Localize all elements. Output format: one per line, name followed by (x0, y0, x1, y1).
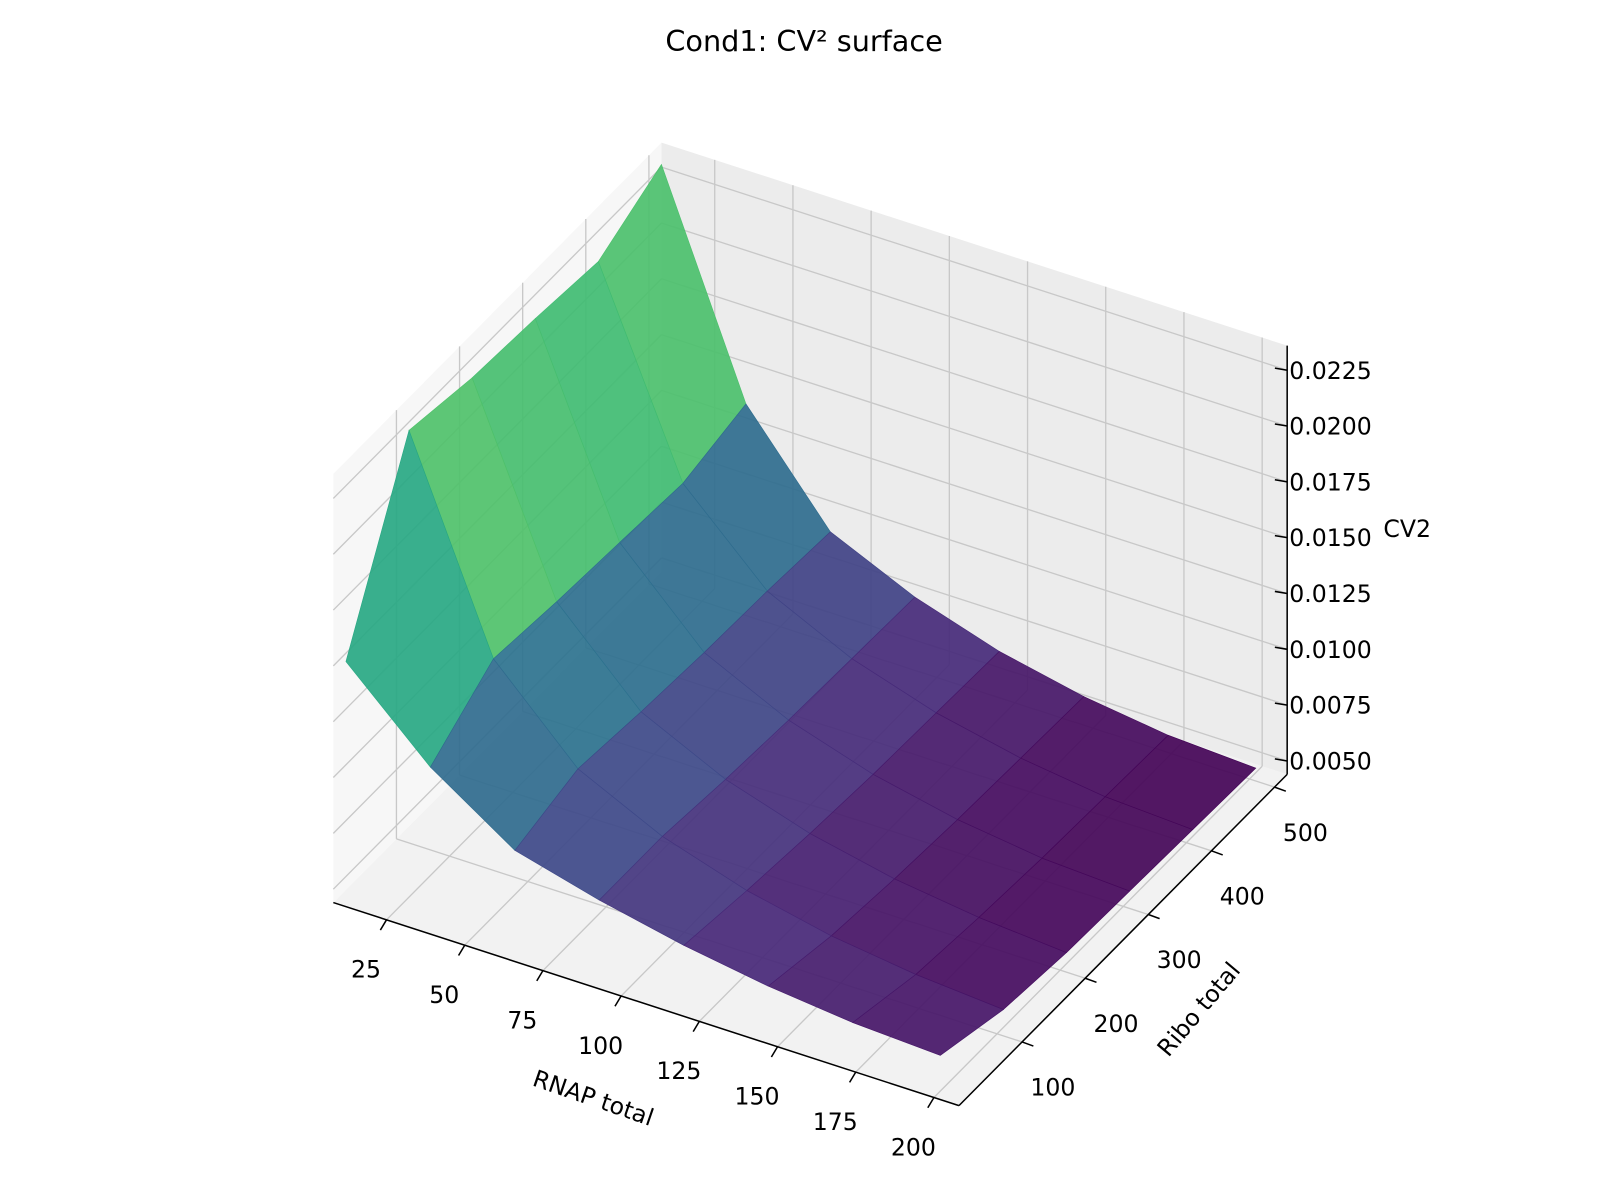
z-tick (1274, 367, 1288, 371)
z-tick (1274, 590, 1288, 595)
y-tick (1148, 913, 1160, 920)
y-tick (1021, 1041, 1034, 1047)
y-tick-label: 500 (1283, 819, 1328, 847)
y-axis (958, 773, 1288, 1107)
y-tick (1084, 977, 1097, 984)
z-tick-label: 0.0150 (1289, 524, 1372, 552)
x-tick-label: 150 (735, 1083, 780, 1111)
y-tick-label: 200 (1093, 1010, 1138, 1038)
z-tick-label: 0.0175 (1289, 468, 1372, 496)
x-tick (379, 919, 388, 931)
x-tick-label: 25 (351, 956, 381, 984)
x-axis (333, 901, 960, 1107)
z-tick-label: 0.0075 (1289, 692, 1372, 720)
y-tick (1274, 786, 1287, 792)
x-tick (770, 1046, 779, 1058)
z-tick (1274, 479, 1288, 483)
z-tick-label: 0.0225 (1289, 357, 1372, 385)
z-tick (1274, 423, 1288, 427)
grid-line (933, 765, 1263, 1098)
z-tick (1274, 534, 1288, 539)
x-tick (848, 1071, 857, 1083)
z-tick-label: 0.0200 (1289, 413, 1372, 441)
y-tick-label: 300 (1157, 946, 1202, 974)
x-tick (457, 944, 466, 956)
x-tick-label: 125 (656, 1057, 701, 1085)
x-tick (692, 1020, 700, 1033)
y-tick-label: 400 (1220, 882, 1265, 910)
z-tick (1274, 646, 1288, 651)
grid-line (661, 166, 1288, 371)
x-tick-label: 200 (891, 1133, 936, 1161)
z-tick-label: 0.0100 (1289, 636, 1372, 664)
grid-line (332, 166, 663, 499)
grid-line (661, 222, 1288, 427)
x-tick-label: 100 (578, 1032, 623, 1060)
grid-line (661, 333, 1288, 539)
surface-face (852, 974, 1005, 1056)
x-axis-label: RNAP total (529, 1064, 657, 1131)
x-tick-label: 175 (813, 1108, 858, 1136)
z-tick (1274, 702, 1288, 706)
x-tick (536, 970, 544, 982)
grid-line (661, 278, 1288, 483)
x-tick-label: 75 (507, 1006, 537, 1034)
z-tick-label: 0.0125 (1289, 580, 1372, 608)
chart-title: Cond1: CV² surface (665, 24, 942, 58)
x-tick (614, 995, 622, 1007)
y-tick-label: 100 (1030, 1074, 1075, 1102)
x-tick-label: 50 (429, 981, 459, 1009)
z-axis-label: CV2 (1383, 515, 1431, 543)
grid-line (661, 389, 1288, 595)
x-tick (927, 1097, 935, 1109)
y-tick (1211, 850, 1223, 856)
z-tick (1274, 758, 1288, 762)
z-tick-label: 0.0050 (1289, 748, 1372, 776)
